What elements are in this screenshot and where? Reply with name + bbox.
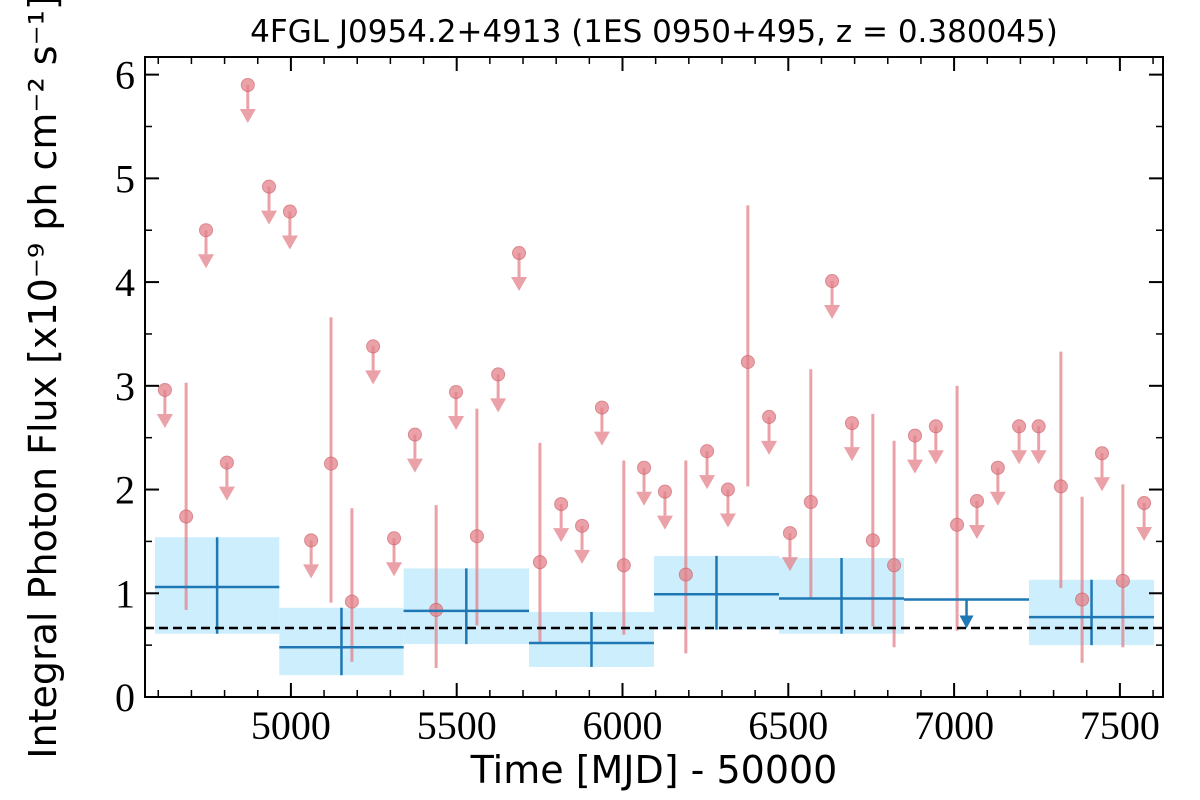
point: [720, 482, 735, 497]
point: [762, 409, 777, 424]
upper-limit-head: [553, 528, 570, 543]
point: [532, 555, 547, 570]
upper-limit-head: [198, 254, 215, 269]
point: [179, 509, 194, 524]
point: [950, 517, 965, 532]
y-axis-label: Integral Photon Flux [x10⁻⁹ ph cm⁻² s⁻¹]: [21, 0, 65, 759]
point: [803, 494, 818, 509]
point: [887, 558, 902, 573]
upper-limit-head: [386, 562, 403, 577]
x-tick-label: 7000: [914, 703, 994, 748]
point: [782, 526, 797, 541]
point: [262, 179, 277, 194]
point: [575, 518, 590, 533]
y-tick-label: 2: [115, 468, 135, 513]
point: [678, 567, 693, 582]
upper-limit-head: [156, 413, 173, 428]
point: [1031, 419, 1046, 434]
upper-limit-head: [511, 277, 528, 292]
x-tick-label: 7500: [1080, 703, 1160, 748]
point: [554, 497, 569, 512]
upper-limit-head: [261, 210, 278, 225]
upper-limit-head: [761, 440, 778, 455]
point: [199, 223, 214, 238]
point: [282, 204, 297, 219]
point: [969, 493, 984, 508]
point: [324, 456, 339, 471]
upper-limit-head: [406, 458, 423, 473]
point: [637, 460, 652, 475]
point: [990, 460, 1005, 475]
x-tick-label: 6500: [748, 703, 828, 748]
upper-limit-head: [303, 564, 320, 579]
point: [469, 529, 484, 544]
upper-limit-head: [490, 398, 507, 413]
plot-frame: [144, 56, 1164, 698]
point: [865, 533, 880, 548]
upper-limit-head: [218, 486, 235, 501]
upper-limit-head: [1011, 450, 1028, 465]
upper-limit-head: [843, 447, 860, 462]
point: [157, 382, 172, 397]
upper-limit-head: [574, 549, 591, 564]
chart-title: 4FGL J0954.2+4913 (1ES 0950+495, z = 0.3…: [250, 14, 1058, 50]
x-axis-label: Time [MJD] - 50000: [470, 748, 838, 792]
x-tick-label: 6000: [582, 703, 662, 748]
point: [449, 385, 464, 400]
upper-limit-head: [448, 416, 465, 431]
x-tick-label: 5000: [251, 703, 331, 748]
point: [1012, 419, 1027, 434]
y-tick-label: 3: [115, 364, 135, 409]
upper-limit-head: [699, 475, 716, 490]
point: [1137, 496, 1152, 511]
upper-limit-head: [719, 513, 736, 528]
upper-limit-head: [968, 524, 985, 539]
point: [907, 428, 922, 443]
upper-limit-head: [1093, 477, 1110, 492]
point: [928, 419, 943, 434]
point: [1115, 573, 1130, 588]
upper-limit-head: [906, 459, 923, 474]
point: [512, 246, 527, 261]
y-tick-label: 5: [115, 156, 135, 201]
point: [700, 444, 715, 459]
upper-limit-head: [636, 491, 653, 506]
point: [825, 274, 840, 289]
point: [1094, 446, 1109, 461]
point: [366, 339, 381, 354]
point: [657, 484, 672, 499]
point: [1053, 479, 1068, 494]
point: [740, 354, 755, 369]
point: [407, 427, 422, 442]
point: [616, 558, 631, 573]
y-tick-label: 6: [115, 53, 135, 98]
upper-limit-head: [656, 515, 673, 530]
upper-limit-head: [239, 109, 256, 124]
upper-limit-head: [824, 305, 841, 320]
x-tick-label: 5500: [417, 703, 497, 748]
point: [304, 533, 319, 548]
upper-limit-head: [959, 615, 974, 629]
y-tick-label: 0: [115, 675, 135, 720]
upper-limit-head: [593, 431, 610, 446]
upper-limit-head: [781, 557, 798, 572]
upper-limit-head: [281, 235, 298, 250]
point: [344, 594, 359, 609]
point: [387, 531, 402, 546]
point: [1075, 592, 1090, 607]
upper-limit-head: [989, 491, 1006, 506]
upper-limit-head: [365, 370, 382, 385]
upper-limit-head: [927, 450, 944, 465]
point: [844, 416, 859, 431]
point: [491, 367, 506, 382]
y-tick-label: 1: [115, 571, 135, 616]
upper-limit-head: [1136, 527, 1153, 542]
point: [240, 78, 255, 93]
y-tick-label: 4: [115, 260, 135, 305]
upper-limit-head: [1030, 450, 1047, 465]
point: [219, 455, 234, 470]
point: [594, 400, 609, 415]
